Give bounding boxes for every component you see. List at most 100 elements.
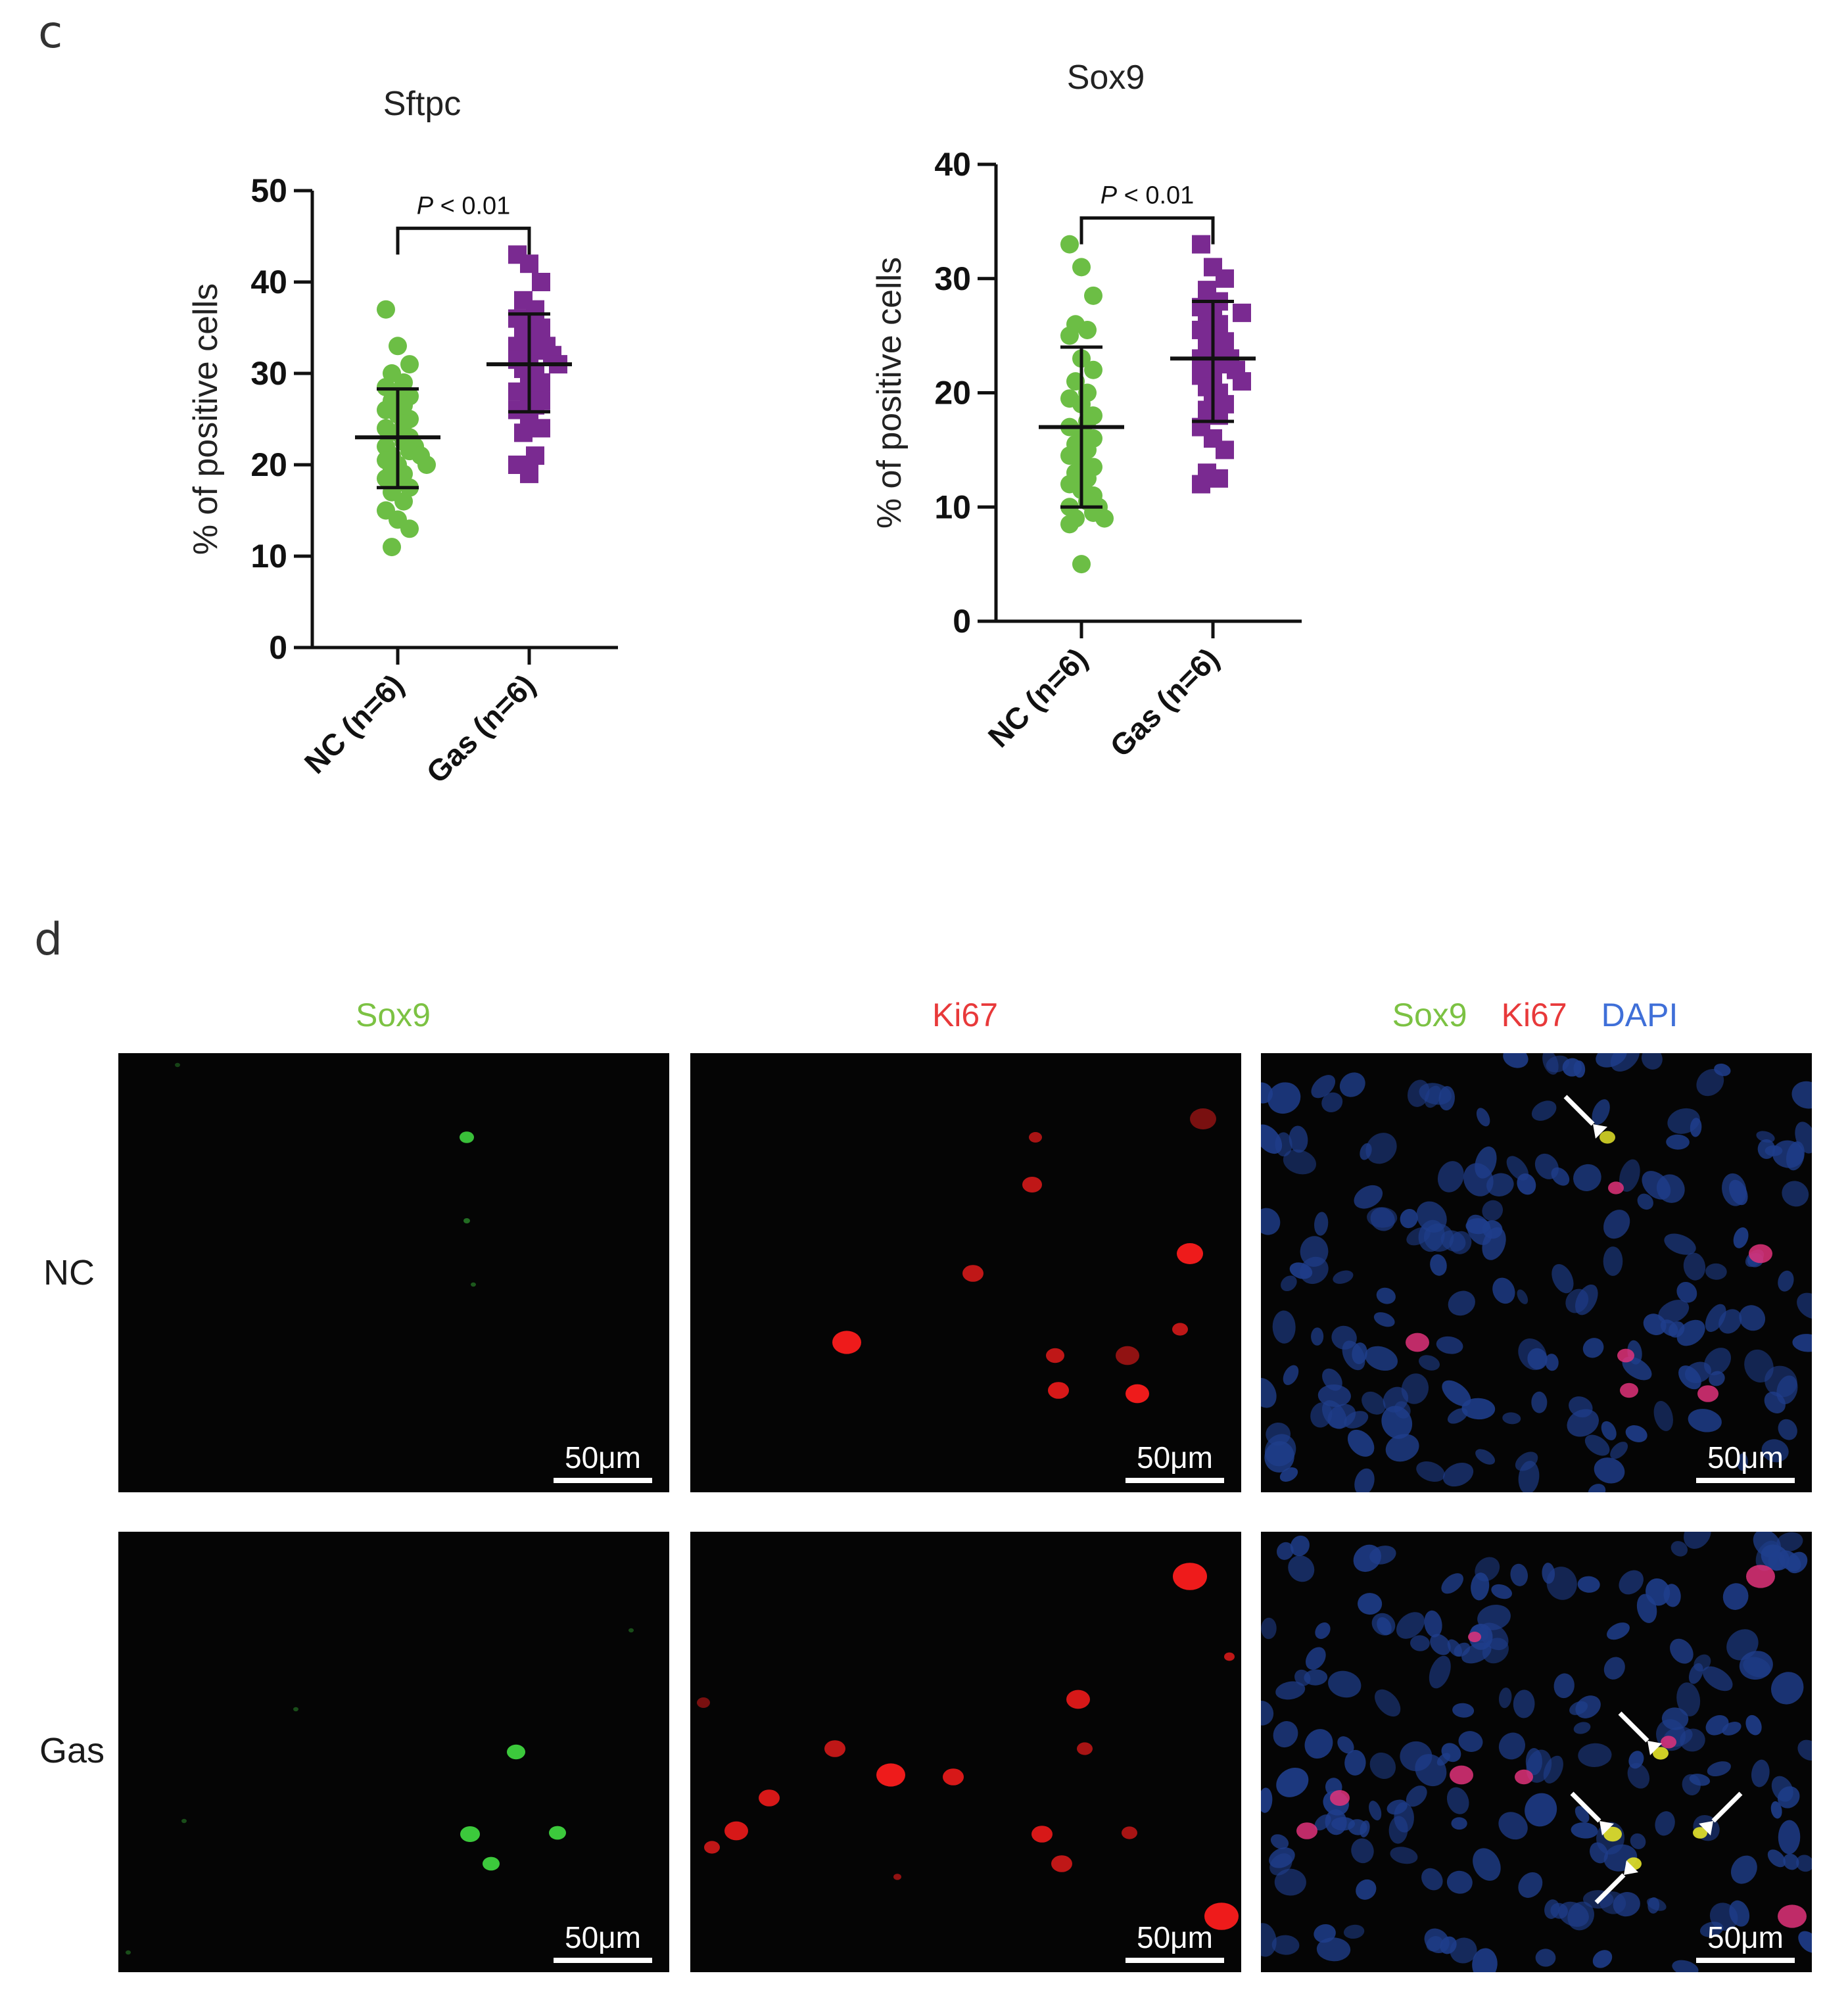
ki67-positive-cell	[1468, 1632, 1481, 1642]
panel-d-letter: d	[34, 914, 63, 966]
nucleus-dapi	[1565, 1288, 1589, 1313]
nucleus-dapi	[1622, 1356, 1652, 1381]
y-tick-label: 10	[250, 538, 287, 575]
double-positive-cell	[1599, 1131, 1615, 1144]
data-point	[1210, 469, 1228, 488]
nucleus-dapi	[1510, 1563, 1528, 1586]
nucleus-dapi	[1426, 1936, 1443, 1952]
nucleus-dapi	[1386, 1799, 1408, 1815]
nucleus-dapi	[1535, 1949, 1556, 1967]
data-point	[1084, 360, 1102, 379]
nucleus-dapi	[1441, 1573, 1463, 1594]
nucleus-dapi	[1270, 1834, 1289, 1849]
nucleus-dapi	[1684, 1361, 1712, 1383]
data-point	[520, 254, 538, 273]
nucleus-dapi	[1321, 1092, 1343, 1112]
nucleus-dapi	[1797, 1739, 1812, 1761]
nucleus-dapi	[1619, 1159, 1640, 1192]
nucleus-dapi	[1569, 1701, 1588, 1715]
ki67-positive-cell	[1661, 1736, 1676, 1749]
nucleus-dapi	[1573, 1722, 1591, 1734]
nucleus-dapi	[1553, 1673, 1575, 1699]
nucleus-dapi	[1783, 1853, 1799, 1870]
nucleus-dapi	[1707, 1761, 1731, 1777]
nucleus-dapi	[1751, 1759, 1770, 1787]
nucleus-dapi	[1283, 1365, 1299, 1385]
sox9-signal	[175, 1062, 180, 1068]
data-point	[1060, 515, 1079, 534]
nucleus-dapi	[1778, 1270, 1794, 1292]
nucleus-dapi	[1755, 1540, 1780, 1571]
column-label-part: Sox9	[1392, 997, 1467, 1033]
nucleus-dapi	[1463, 1163, 1494, 1196]
nucleus-dapi	[1527, 1348, 1548, 1370]
nucleus-dapi	[1603, 1246, 1623, 1276]
nucleus-dapi	[1440, 1936, 1457, 1954]
nucleus-dapi	[1261, 1208, 1281, 1235]
y-tick-label: 20	[934, 375, 971, 412]
nucleus-dapi	[1476, 1108, 1490, 1127]
ki67-positive-cell	[1204, 1903, 1239, 1930]
data-point	[532, 273, 550, 291]
nucleus-dapi	[1331, 1325, 1357, 1350]
sox9-positive-cell	[460, 1131, 474, 1143]
nucleus-dapi	[1314, 1212, 1329, 1236]
nucleus-dapi	[1702, 1666, 1733, 1691]
p-symbol: P	[417, 192, 434, 220]
nucleus-dapi	[1641, 1053, 1663, 1070]
nucleus-dapi	[1357, 1593, 1383, 1615]
panel-c-letter: c	[38, 7, 63, 59]
nucleus-dapi	[1288, 1555, 1315, 1582]
y-tick-label: 40	[250, 264, 287, 300]
y-tick-label: 0	[269, 629, 287, 666]
nucleus-dapi	[1642, 1171, 1671, 1200]
nucleus-dapi	[1739, 1651, 1773, 1680]
nucleus-dapi	[1353, 1544, 1381, 1572]
ki67-positive-cell	[1172, 1323, 1188, 1336]
nucleus-dapi	[1603, 1210, 1630, 1239]
ki67-positive-cell	[1450, 1765, 1473, 1785]
nucleus-dapi	[1552, 1264, 1574, 1294]
micrograph-nc-sox9: 50μm	[118, 1053, 669, 1492]
nucleus-dapi	[1277, 1542, 1294, 1560]
y-tick-label: 30	[250, 355, 287, 392]
arrow-head	[1699, 1821, 1713, 1835]
nucleus-dapi	[1573, 1164, 1601, 1191]
nucleus-dapi	[1261, 1923, 1277, 1957]
chart-sftpc: Sftpc % of positive cells 0 10 20 30 40 50 NC (n…	[187, 85, 618, 790]
nucleus-dapi	[1688, 1409, 1722, 1432]
data-point	[383, 538, 401, 557]
column-label-part: Ki67	[932, 997, 999, 1033]
nucleus-dapi	[1328, 1670, 1362, 1698]
x-tick-label: NC (n=6)	[982, 641, 1094, 753]
nucleus-dapi	[1655, 1811, 1675, 1836]
data-point	[377, 300, 395, 319]
nucleus-dapi	[1630, 1833, 1646, 1849]
nucleus-dapi	[1610, 1053, 1640, 1072]
nucleus-dapi	[1275, 1681, 1306, 1700]
nucleus-dapi	[1676, 1682, 1701, 1716]
nucleus-dapi	[1569, 1396, 1593, 1418]
nucleus-dapi	[1778, 1419, 1797, 1440]
nucleus-dapi	[1261, 1082, 1273, 1104]
nucleus-dapi	[1269, 1847, 1295, 1868]
p-value-text: < 0.01	[1117, 182, 1194, 210]
nucleus-dapi	[1482, 1227, 1506, 1260]
ki67-positive-cell	[1746, 1565, 1775, 1588]
nucleus-dapi	[1315, 1622, 1331, 1640]
micrograph-gas-ki67: 50μm	[690, 1532, 1241, 1972]
nucleus-dapi	[1441, 1743, 1461, 1762]
ki67-positive-cell	[1515, 1769, 1533, 1785]
significance-bracket	[396, 226, 531, 255]
column-label-merge: Sox9 Ki67 DAPI	[1259, 996, 1811, 1034]
nucleus-dapi	[1450, 1937, 1477, 1964]
sox9-signal	[628, 1628, 634, 1633]
nucleus-dapi	[1613, 1892, 1640, 1917]
data-point	[526, 446, 544, 465]
nucleus-dapi	[1683, 1252, 1706, 1281]
nucleus-dapi	[1390, 1847, 1418, 1864]
nucleus-dapi	[1354, 1468, 1375, 1492]
arrow-indicator	[1711, 1791, 1743, 1823]
nucleus-dapi	[1375, 1689, 1401, 1717]
ki67-positive-cell	[1406, 1333, 1429, 1352]
